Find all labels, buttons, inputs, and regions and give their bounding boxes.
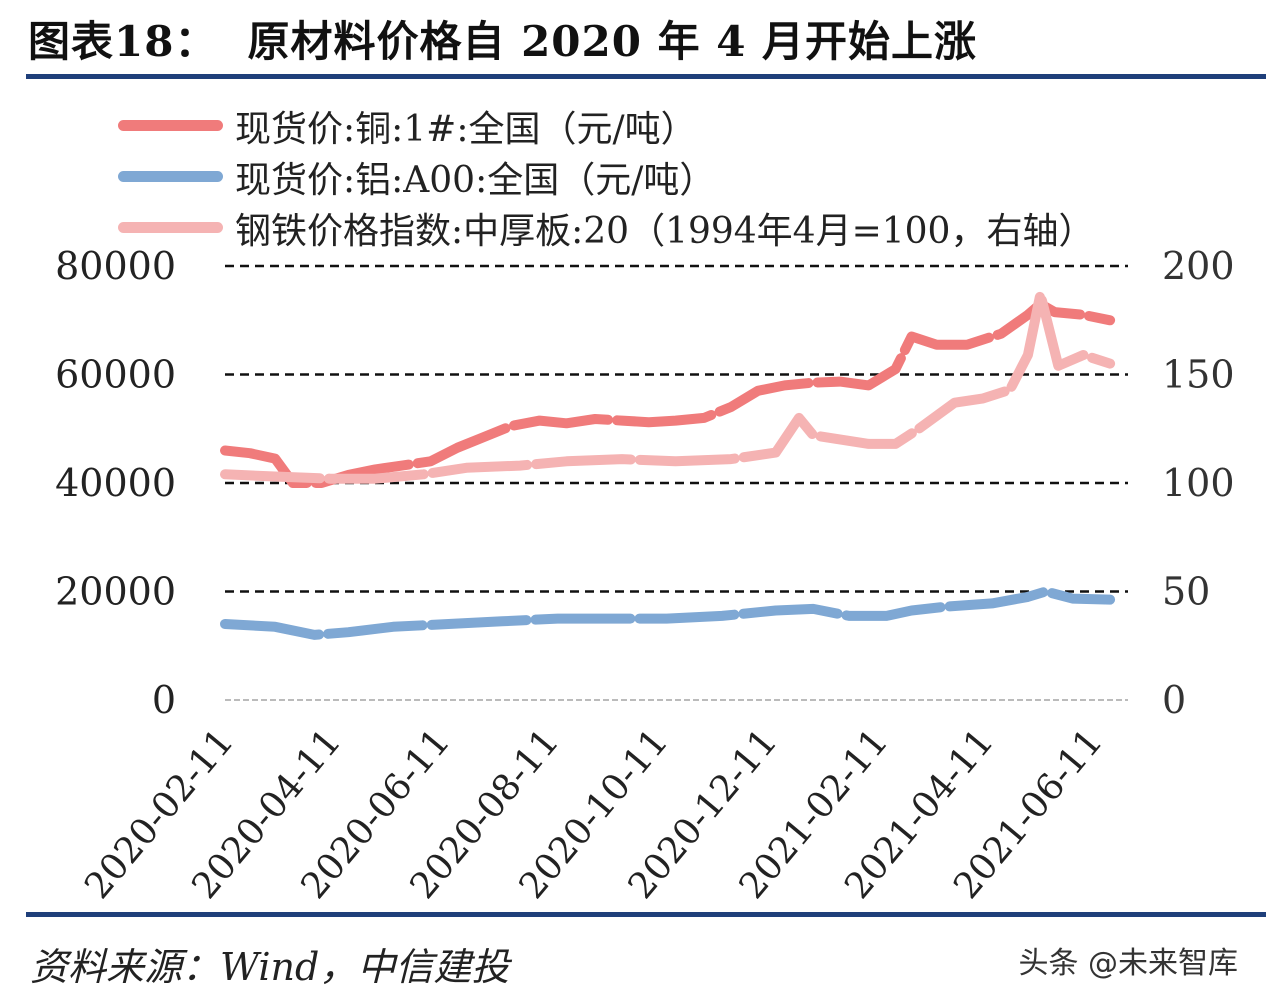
y-left-tick-label: 0 [152, 678, 176, 722]
bottom-rule [26, 912, 1266, 917]
legend-item-steel: 钢铁价格指数:中厚板:20（1994年4月=100，右轴） [118, 202, 1094, 253]
y-right-tick-label: 50 [1162, 570, 1210, 614]
y-left-tick-label: 60000 [55, 353, 176, 397]
legend-item-aluminum: 现货价:铝:A00:全国（元/吨） [118, 151, 1094, 202]
legend-swatch-steel [118, 222, 223, 233]
y-left-tick-label: 20000 [55, 570, 176, 614]
y-left-tick-label: 80000 [55, 244, 176, 288]
line-chart: 0200004000060000800000501001502002020-02… [55, 244, 1235, 907]
copper-series-line [220, 299, 1116, 488]
figure-number: 图表18： [28, 17, 218, 66]
aluminum-series-line [220, 586, 1116, 640]
y-right-tick-label: 150 [1162, 353, 1235, 397]
y-left-tick-label: 40000 [55, 461, 176, 505]
source-note: 资料来源：Wind，中信建投 [30, 945, 510, 989]
figure-title: 图表18： 原材料价格自 2020 年 4 月开始上涨 [28, 8, 977, 69]
y-right-tick-label: 100 [1162, 461, 1235, 505]
y-right-tick-label: 200 [1162, 244, 1235, 288]
watermark: 头条 @未来智库 [1018, 946, 1238, 981]
legend-item-copper: 现货价:铜:1#:全国（元/吨） [118, 100, 1094, 151]
legend-swatch-aluminum [118, 171, 223, 182]
legend-label-steel: 钢铁价格指数:中厚板:20（1994年4月=100，右轴） [235, 210, 1095, 252]
legend-label-copper: 现货价:铜:1#:全国（元/吨） [235, 108, 697, 150]
figure-title-text: 原材料价格自 2020 年 4 月开始上涨 [247, 17, 978, 66]
legend-swatch-copper [118, 120, 223, 131]
legend: 现货价:铜:1#:全国（元/吨） 现货价:铝:A00:全国（元/吨） 钢铁价格指… [118, 100, 1094, 253]
top-rule [26, 74, 1266, 79]
legend-label-aluminum: 现货价:铝:A00:全国（元/吨） [235, 159, 716, 201]
steel-series-line [220, 289, 1116, 484]
y-right-tick-label: 0 [1162, 678, 1186, 722]
